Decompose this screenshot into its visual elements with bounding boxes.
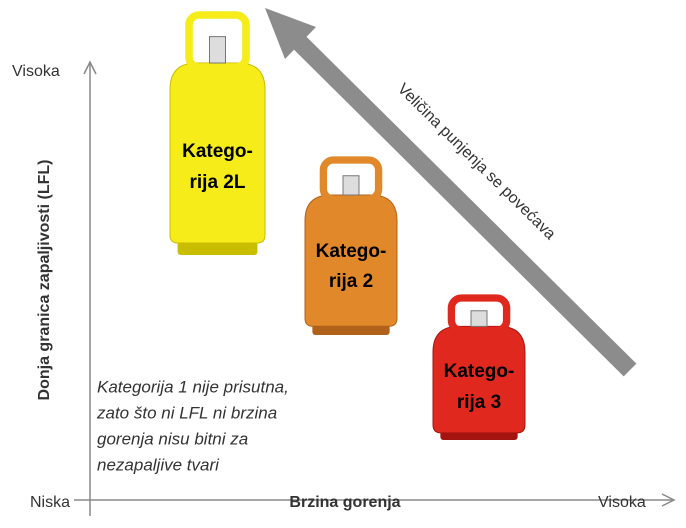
note-line: zato što ni LFL ni brzina bbox=[96, 403, 277, 422]
cylinder-label: rija 3 bbox=[457, 392, 501, 413]
x-low-label: Niska bbox=[30, 494, 70, 511]
cylinder-label: rija 2 bbox=[329, 271, 373, 292]
x-high-label: Visoka bbox=[598, 494, 646, 511]
note-line: gorenja nisu bitni za bbox=[97, 429, 248, 448]
cylinder-valve bbox=[210, 37, 226, 63]
diagram: Katego-rija 2L Katego-rija 2 Katego-rija 3… bbox=[0, 0, 686, 528]
note-line: Kategorija 1 nije prisutna, bbox=[97, 377, 289, 396]
cylinder-label: Katego- bbox=[182, 141, 253, 162]
note-line: nezapaljive tvari bbox=[97, 455, 220, 474]
y-title: Donja granica zapaljivosti (LFL) bbox=[36, 160, 53, 401]
cylinder-valve bbox=[343, 176, 359, 195]
cylinder-valve bbox=[471, 311, 487, 327]
y-high-label: Visoka bbox=[12, 63, 60, 80]
cylinder-label: Katego- bbox=[316, 241, 387, 262]
cylinder-label: Katego- bbox=[444, 361, 515, 382]
x-title: Brzina gorenja bbox=[289, 494, 400, 511]
cylinder-label: rija 2L bbox=[190, 172, 246, 193]
